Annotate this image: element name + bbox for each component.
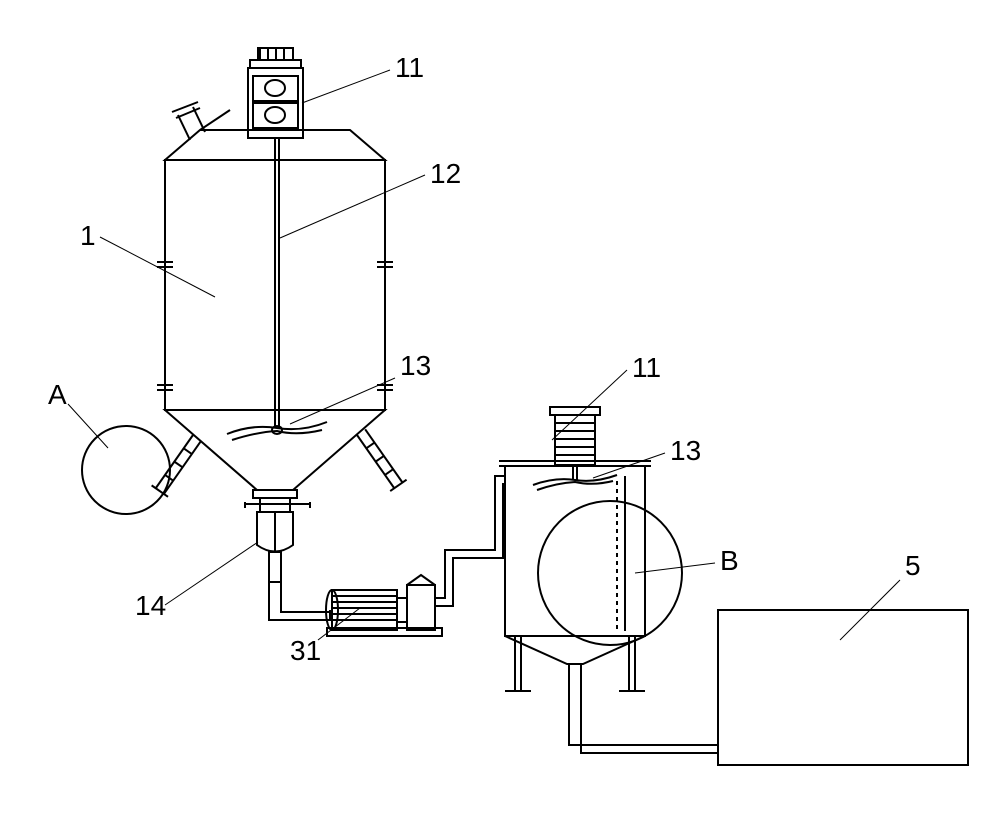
label-B: B	[720, 545, 739, 576]
label-11: 11	[632, 352, 661, 383]
label-13: 13	[670, 435, 701, 466]
label-12: 12	[430, 158, 461, 189]
label-1: 1	[80, 220, 96, 251]
patent-diagram: 1111213A1113B51431	[0, 0, 1000, 831]
label-31: 31	[290, 635, 321, 666]
label-5: 5	[905, 550, 921, 581]
label-14: 14	[135, 590, 166, 621]
label-11: 11	[395, 52, 424, 83]
label-A: A	[48, 379, 67, 410]
label-13: 13	[400, 350, 431, 381]
